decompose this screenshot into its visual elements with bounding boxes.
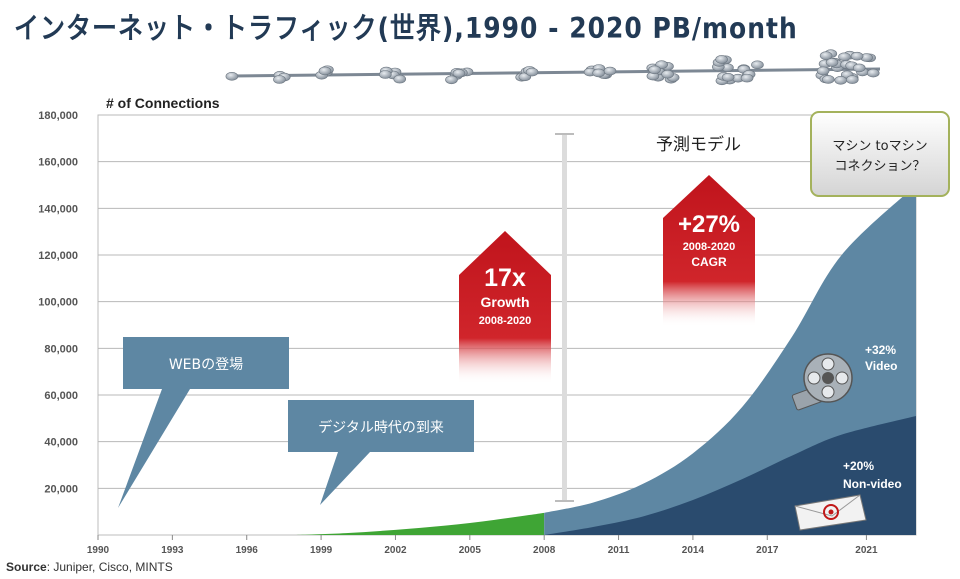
m2m-line-1: マシン toマシン	[832, 139, 927, 154]
m2m-callout: マシン toマシン コネクション？	[810, 111, 950, 197]
network-node	[445, 75, 458, 85]
y-tick-label: 140,000	[38, 203, 78, 215]
x-tick-label: 2011	[608, 545, 630, 556]
digital-callout: デジタル時代の到来	[288, 400, 474, 505]
x-tick-label: 2021	[855, 545, 878, 556]
y-tick-label: 80,000	[44, 343, 78, 355]
network-node	[379, 70, 392, 79]
y-tick-label: 40,000	[44, 437, 78, 449]
web-callout: WEBの登場	[118, 337, 289, 508]
growth-multiplier: 17x	[484, 264, 526, 292]
cagr-word: CAGR	[691, 255, 727, 269]
x-tick-label: 1993	[161, 545, 184, 556]
source-text: : Juniper, Cisco, MINTS	[46, 560, 173, 574]
network-node	[816, 66, 830, 76]
network-node	[661, 69, 674, 79]
video-label: Video	[865, 359, 897, 373]
y-tick-label: 120,000	[38, 250, 78, 262]
m2m-line-2: コネクション？	[834, 159, 925, 174]
network-node	[819, 51, 833, 60]
source-note: Source: Juniper, Cisco, MINTS	[6, 560, 173, 574]
film-reel-icon	[791, 353, 853, 411]
source-label: Source	[6, 560, 47, 574]
network-node	[825, 58, 839, 67]
x-axis: 1990 1993 1996 1999 2002 2005 2008 2011 2014 2017…	[87, 535, 878, 556]
network-node	[838, 52, 851, 62]
y-tick-label: 20,000	[44, 483, 78, 495]
network-node	[225, 72, 239, 81]
x-tick-label: 2008	[533, 545, 556, 556]
video-percent: +32%	[865, 343, 896, 357]
network-node	[648, 65, 661, 75]
series-area-historical	[296, 512, 545, 535]
nonvideo-label: Non-video	[843, 477, 902, 491]
network-node	[866, 68, 880, 78]
web-callout-text: WEBの登場	[169, 357, 243, 373]
network-node	[834, 76, 848, 85]
growth-word: Growth	[481, 294, 530, 310]
y-tick-label: 180,000	[38, 110, 78, 122]
cagr-arrow: +27% 2008-2020 CAGR	[663, 175, 755, 327]
network-node	[850, 51, 864, 61]
network-node	[452, 69, 466, 78]
network-node	[821, 75, 835, 84]
network-node	[845, 75, 859, 84]
x-tick-label: 1990	[87, 545, 110, 556]
growth-years: 2008-2020	[479, 315, 532, 327]
forecast-divider	[555, 133, 574, 502]
network-illustration	[225, 49, 881, 86]
y-axis: 20,000 40,000 60,000 80,000 100,000 120,000 14…	[38, 110, 78, 495]
x-tick-label: 2017	[756, 545, 779, 556]
x-tick-label: 1996	[236, 545, 259, 556]
email-envelope-icon	[794, 494, 867, 531]
nonvideo-percent: +20%	[843, 459, 874, 473]
x-tick-label: 2014	[682, 545, 705, 556]
growth-arrow: 17x Growth 2008-2020	[459, 231, 551, 384]
network-node	[273, 75, 286, 84]
chart-title: インターネット・トラフィック(世界),1990 - 2020 PB/month	[14, 11, 798, 46]
network-node	[525, 67, 539, 77]
network-node	[318, 66, 332, 76]
y-tick-label: 100,000	[38, 297, 78, 309]
cagr-years: 2008-2020	[683, 241, 736, 253]
forecast-label: 予測モデル	[656, 134, 741, 155]
digital-callout-text: デジタル時代の到来	[318, 419, 444, 436]
x-tick-label: 2005	[459, 545, 482, 556]
y-tick-label: 160,000	[38, 157, 78, 169]
network-node	[592, 68, 605, 78]
x-tick-label: 1999	[310, 545, 333, 556]
network-node	[603, 66, 617, 76]
network-node	[393, 74, 407, 84]
network-node	[751, 60, 764, 70]
network-node	[852, 63, 866, 73]
y-tick-label: 60,000	[44, 390, 78, 402]
network-line	[231, 67, 881, 78]
network-node	[740, 73, 754, 83]
cagr-percent: +27%	[678, 211, 740, 238]
y-axis-label: # of Connections	[106, 95, 220, 111]
network-node	[721, 72, 735, 82]
network-node	[715, 55, 728, 64]
x-tick-label: 2002	[384, 545, 407, 556]
